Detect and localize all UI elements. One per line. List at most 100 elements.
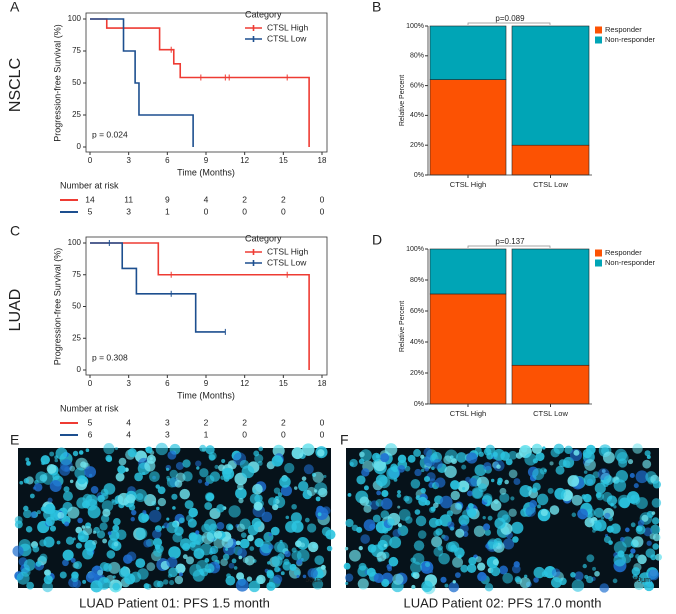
risk-count: 2 [242, 417, 247, 427]
image-texture [637, 519, 645, 527]
image-texture [21, 567, 31, 577]
image-texture [420, 468, 425, 473]
image-texture [413, 540, 425, 551]
image-texture [618, 458, 628, 468]
y-tick-label: 100 [68, 14, 82, 23]
image-texture [584, 517, 595, 528]
image-texture [462, 486, 466, 491]
risk-count: 0 [320, 194, 325, 204]
image-texture [297, 480, 309, 492]
image-texture [199, 444, 207, 452]
risk-count: 0 [320, 429, 325, 439]
image-texture [26, 460, 31, 466]
image-texture [107, 531, 112, 536]
x-tick-label: CTSL High [450, 180, 486, 189]
image-texture [12, 545, 24, 557]
image-texture [209, 545, 219, 555]
image-texture [543, 468, 547, 473]
image-texture [584, 574, 589, 579]
image-texture [482, 493, 493, 503]
image-texture [405, 516, 413, 524]
image-texture [372, 514, 381, 523]
image-texture [630, 548, 636, 554]
image-texture [253, 501, 263, 511]
image-texture [271, 455, 283, 467]
image-texture [59, 571, 67, 579]
legend-swatch [595, 26, 602, 34]
image-texture [291, 550, 302, 561]
image-texture [380, 498, 393, 510]
image-texture [65, 536, 75, 545]
y-tick-label: 75 [72, 46, 81, 55]
image-texture [484, 583, 494, 592]
image-texture [646, 540, 652, 546]
panel-letter: D [372, 232, 382, 248]
image-texture [209, 523, 218, 532]
image-texture [166, 521, 178, 534]
image-texture [584, 459, 596, 471]
image-texture [514, 576, 521, 583]
image-texture [574, 571, 584, 581]
image-texture [175, 472, 186, 483]
image-texture [237, 483, 244, 491]
image-texture [451, 458, 457, 465]
image-texture [40, 506, 46, 512]
image-texture [204, 492, 215, 502]
image-texture [213, 530, 223, 539]
image-texture [413, 449, 422, 457]
image-texture [483, 462, 492, 471]
image-texture [487, 515, 493, 521]
y-tick-label: 100% [406, 246, 424, 253]
image-texture [304, 517, 310, 523]
image-texture [103, 562, 113, 572]
image-texture [585, 444, 596, 455]
image-texture [96, 530, 106, 539]
image-texture [315, 496, 321, 502]
image-texture [397, 490, 401, 494]
image-texture [172, 506, 176, 510]
image-texture [397, 523, 402, 528]
image-texture [467, 563, 477, 573]
image-texture [188, 507, 198, 518]
image-texture [211, 555, 218, 562]
y-tick-label: 0 [77, 142, 82, 151]
image-texture [19, 480, 24, 485]
image-texture [356, 526, 363, 533]
image-texture [484, 529, 491, 536]
image-texture [508, 450, 518, 460]
image-texture [201, 523, 211, 533]
p-bracket [467, 245, 551, 248]
image-texture [562, 460, 571, 468]
risk-count: 0 [281, 429, 286, 439]
image-texture [363, 504, 372, 513]
image-texture [636, 525, 643, 532]
risk-count: 0 [204, 206, 209, 216]
image-texture [92, 539, 98, 545]
survival-curve [90, 18, 194, 147]
image-texture [23, 478, 30, 484]
image-texture [254, 494, 263, 503]
image-texture [467, 508, 477, 518]
x-tick-label: 6 [165, 379, 170, 388]
image-texture [512, 536, 519, 543]
image-texture [417, 530, 427, 539]
image-texture [496, 464, 501, 469]
image-texture [386, 466, 400, 480]
image-texture [131, 509, 137, 516]
image-texture [152, 529, 162, 539]
micrograph [12, 442, 336, 593]
image-texture [650, 524, 661, 535]
image-texture [106, 456, 113, 463]
risk-count: 6 [88, 429, 93, 439]
bar-segment [429, 248, 507, 295]
legend-label: Responder [605, 25, 642, 34]
image-texture [279, 476, 291, 488]
bar-segment [511, 364, 590, 405]
x-tick-label: 6 [165, 156, 170, 165]
image-texture [25, 525, 33, 533]
image-texture [14, 520, 23, 529]
x-tick-label: CTSL Low [533, 180, 568, 189]
image-texture [111, 499, 115, 503]
image-texture [49, 451, 55, 457]
bar-segment [429, 293, 507, 405]
